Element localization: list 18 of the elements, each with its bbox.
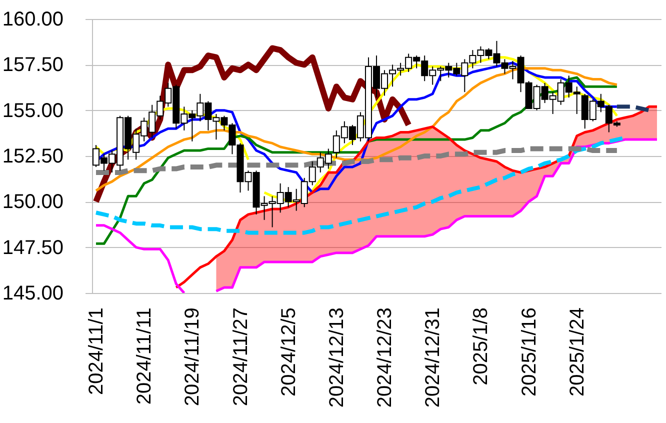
x-tick-label: 2025/1/16: [518, 308, 540, 396]
y-tick-label: 147.50: [2, 236, 64, 259]
y-tick-label: 160.00: [2, 8, 64, 30]
x-tick-label: 2024/12/31: [422, 308, 444, 408]
x-tick-label: 2024/11/11: [134, 308, 156, 405]
x-tick-label: 2024/12/13: [326, 308, 348, 408]
x-tick-label: 2024/11/19: [182, 308, 204, 406]
y-tick-label: 157.50: [2, 54, 64, 76]
y-tick-label: 155.00: [2, 100, 64, 122]
x-tick-label: 2024/12/5: [278, 308, 300, 396]
y-tick-label: 145.00: [2, 282, 64, 304]
x-tick-label: 2024/11/27: [230, 308, 252, 406]
x-tick-label: 2024/12/23: [374, 308, 396, 408]
x-tick-label: 2025/1/8: [470, 308, 492, 386]
x-tick-label: 2024/11/1: [86, 308, 108, 395]
y-tick-label: 152.50: [2, 146, 64, 168]
x-tick-label: 2025/1/24: [566, 308, 588, 396]
y-tick-label: 150.00: [2, 191, 64, 214]
